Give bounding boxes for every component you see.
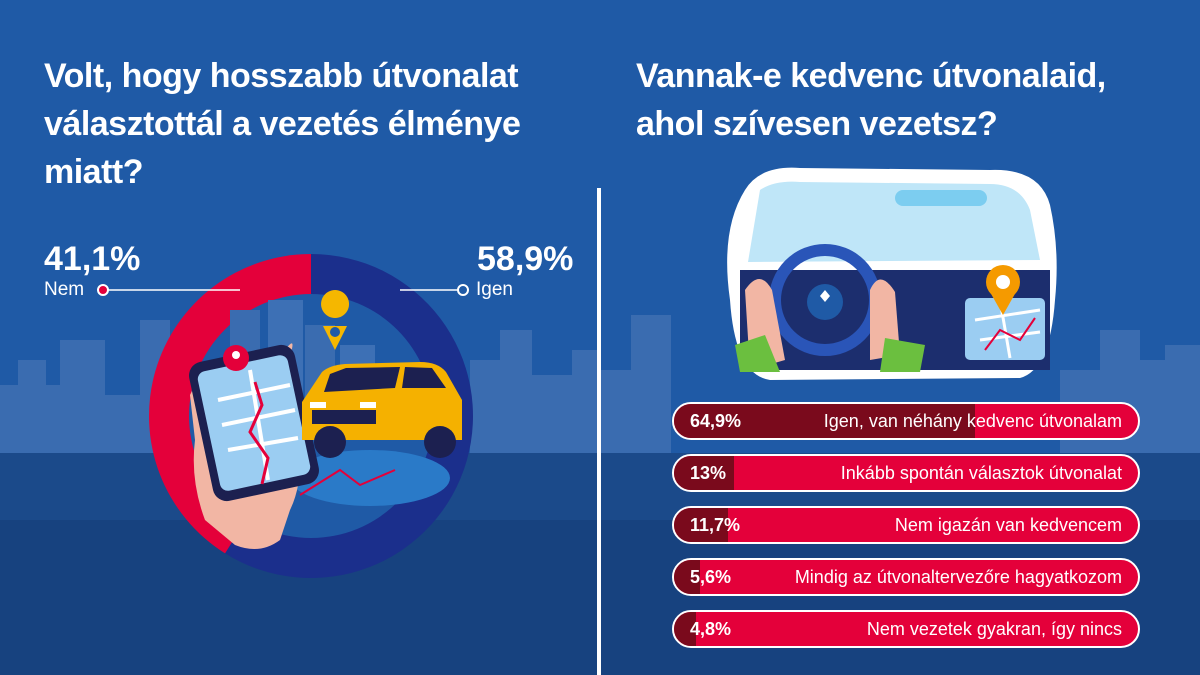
- divider: [597, 188, 601, 675]
- bar-fill: [674, 508, 729, 542]
- pie-label-nem: Nem: [44, 279, 85, 300]
- location-pin-icon: [321, 290, 350, 350]
- bar-row: 13% Inkább spontán választok útvonalat: [672, 454, 1140, 492]
- bar-category-label: Inkább spontán választok útvonalat: [840, 463, 1122, 483]
- bar-category-label: Igen, van néhány kedvenc útvonalam: [823, 411, 1122, 431]
- bar-row: 11,7% Nem igazán van kedvencem: [672, 506, 1140, 544]
- pie-value-igen: 58,9%: [477, 240, 574, 278]
- right-question-title: Vannak-e kedvenc útvonalaid, ahol szíves…: [636, 57, 1106, 143]
- bar-value-label: 11,7%: [690, 515, 741, 535]
- bar-category-label: Mindig az útvonaltervezőre hagyatkozom: [794, 567, 1122, 587]
- smartphone-map-icon: [189, 343, 319, 549]
- bar-fill: [674, 560, 700, 594]
- bar-fill: [674, 456, 735, 490]
- city-skyline: [0, 315, 1200, 455]
- bar-category-label: Nem igazán van kedvencem: [894, 515, 1122, 535]
- navigation-pin-icon: [986, 265, 1020, 315]
- bar-category-label: Nem vezetek gyakran, így nincs: [866, 619, 1122, 639]
- bar-chart: 64,9% Igen, van néhány kedvenc útvonalam 1…: [672, 402, 1140, 662]
- pie-label-igen: Igen: [476, 279, 513, 300]
- bar-value-label: 5,6%: [690, 567, 732, 587]
- car-interior-illustration: [727, 167, 1057, 380]
- pie-value-nem: 41,1%: [44, 240, 141, 278]
- bar-row: 4,8% Nem vezetek gyakran, így nincs: [672, 610, 1140, 648]
- bar-fill: [674, 612, 697, 646]
- left-question-title: Volt, hogy hosszabb útvonalat választott…: [44, 57, 521, 191]
- bar-value-label: 64,9%: [690, 411, 742, 431]
- bar-value-label: 4,8%: [690, 619, 732, 639]
- bar-row: 64,9% Igen, van néhány kedvenc útvonalam: [672, 402, 1140, 440]
- bar-value-label: 13%: [690, 463, 727, 483]
- yellow-suv-car: [302, 362, 462, 458]
- bar-row: 5,6% Mindig az útvonaltervezőre hagyatkoz…: [672, 558, 1140, 596]
- bar-fill: [674, 404, 976, 438]
